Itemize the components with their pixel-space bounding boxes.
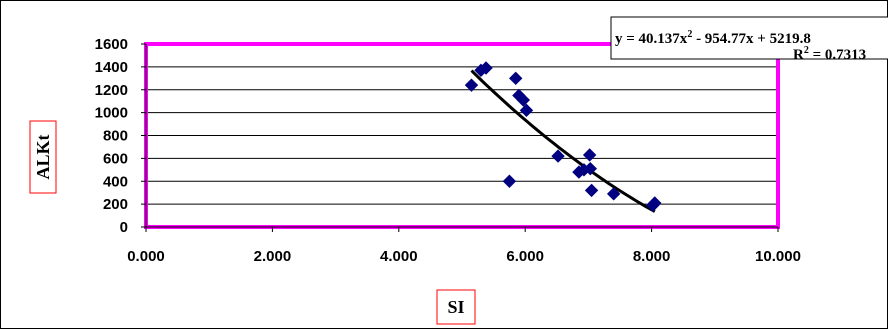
y-tick-label-6: 1200 [95, 82, 128, 99]
y-tick-label-0: 0 [120, 219, 128, 236]
data-point [516, 93, 531, 107]
y-axis-title-box [29, 120, 57, 194]
y-tick-label-1: 200 [103, 196, 128, 213]
x-tick-label-3: 6.000 [506, 248, 544, 265]
data-point [551, 149, 565, 163]
x-tick-label-4: 8.000 [633, 248, 671, 265]
y-tick-label-3: 600 [103, 150, 128, 167]
data-point [479, 61, 493, 75]
trendline [470, 69, 656, 213]
x-tick-label-1: 2.000 [254, 248, 292, 265]
equation-box [610, 16, 888, 60]
trendline-equation: y = 40.137x2 - 954.77x + 5219.8 [615, 29, 811, 47]
data-point [582, 148, 597, 162]
x-tick-label-2: 4.000 [380, 248, 418, 265]
data-point [502, 174, 517, 188]
data-point [509, 71, 523, 86]
y-tick-label-4: 800 [103, 128, 128, 145]
data-point [584, 183, 599, 198]
x-tick-label-5: 10.000 [755, 248, 801, 265]
data-point [519, 103, 534, 118]
x-axis-title: SI [447, 297, 464, 317]
data-point [648, 196, 662, 210]
y-axis-title: ALKt [33, 134, 53, 179]
data-point [464, 78, 479, 92]
y-tick-label-8: 1600 [95, 36, 128, 53]
y-tick-label-7: 1400 [95, 59, 128, 76]
x-tick-label-0: 0.000 [127, 248, 165, 265]
data-point [583, 161, 598, 176]
y-tick-label-2: 400 [103, 173, 128, 190]
x-axis-title-box [436, 289, 476, 325]
y-tick-label-5: 1000 [95, 105, 128, 122]
trendline-r-squared: R2 = 0.7313 [793, 45, 866, 63]
data-point [606, 187, 621, 201]
